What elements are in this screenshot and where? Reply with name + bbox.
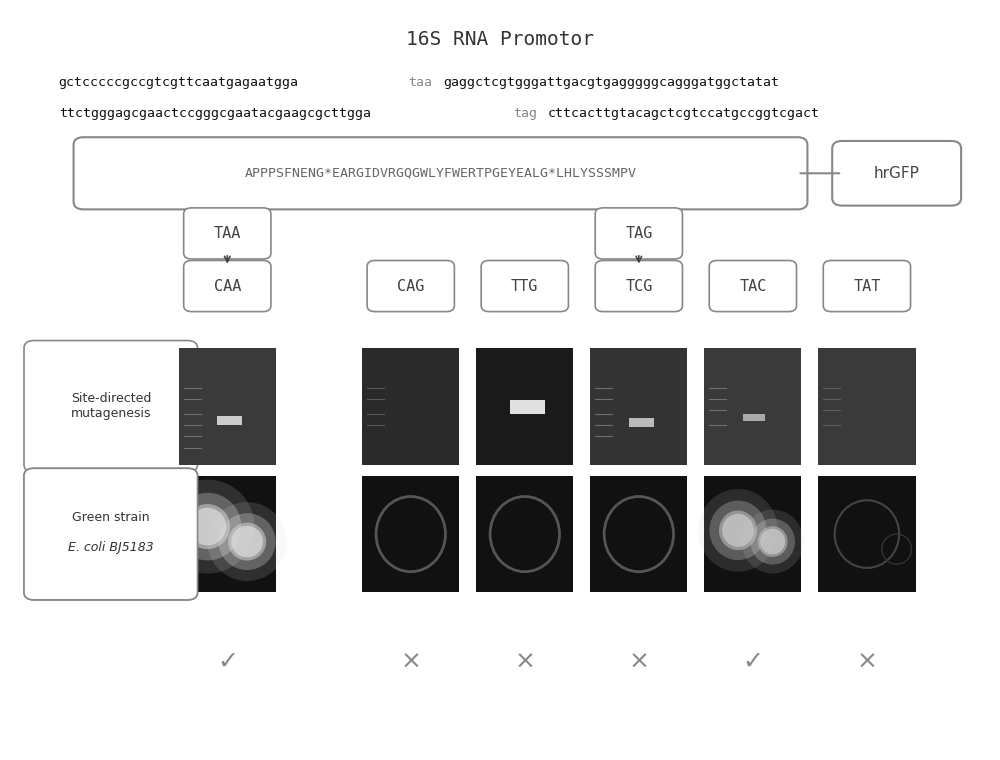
FancyBboxPatch shape — [24, 468, 198, 600]
Ellipse shape — [709, 501, 767, 560]
Bar — [590, 476, 687, 592]
Text: taa: taa — [408, 75, 432, 89]
Text: TAA: TAA — [214, 226, 241, 241]
Text: TAT: TAT — [853, 279, 881, 293]
Text: ttctgggagcgaactccgggcgaatacgaagcgcttgga: ttctgggagcgaactccgggcgaatacgaagcgcttgga — [59, 107, 371, 120]
Text: E. coli BJ5183: E. coli BJ5183 — [68, 518, 154, 530]
FancyBboxPatch shape — [709, 261, 797, 312]
Ellipse shape — [750, 518, 795, 565]
Bar — [704, 476, 801, 592]
Ellipse shape — [722, 514, 754, 547]
Text: gaggctcgtgggattgacgtgagggggcagggatggctatat: gaggctcgtgggattgacgtgagggggcagggatggctat… — [443, 75, 779, 89]
Text: CAA: CAA — [214, 279, 241, 293]
Text: ×: × — [856, 650, 877, 674]
FancyBboxPatch shape — [481, 261, 568, 312]
Ellipse shape — [219, 513, 276, 570]
Text: cttcacttgtacagctcgtccatgccggtcgact: cttcacttgtacagctcgtccatgccggtcgact — [548, 107, 820, 120]
Ellipse shape — [760, 529, 785, 554]
Text: hrGFP: hrGFP — [874, 166, 920, 181]
Text: ×: × — [400, 650, 421, 674]
Ellipse shape — [160, 480, 255, 574]
Text: Site-directed
mutagenesis: Site-directed mutagenesis — [71, 392, 152, 420]
Text: Green strain
E. coli BJ5183: Green strain E. coli BJ5183 — [69, 520, 154, 548]
FancyBboxPatch shape — [595, 261, 682, 312]
Ellipse shape — [742, 510, 804, 574]
Text: TCG: TCG — [625, 279, 653, 293]
Text: ×: × — [514, 650, 535, 674]
FancyBboxPatch shape — [184, 208, 271, 259]
FancyBboxPatch shape — [24, 468, 198, 600]
Text: ✓: ✓ — [217, 650, 238, 674]
Text: E. coli BJ5183: E. coli BJ5183 — [68, 541, 154, 554]
Ellipse shape — [758, 526, 788, 557]
Text: 16S RNA Promotor: 16S RNA Promotor — [406, 30, 594, 49]
Ellipse shape — [207, 502, 287, 581]
Text: ×: × — [628, 650, 649, 674]
Ellipse shape — [174, 492, 241, 560]
Bar — [510, 401, 545, 414]
Text: tag: tag — [513, 107, 537, 120]
Ellipse shape — [228, 523, 266, 561]
Bar — [179, 348, 276, 464]
FancyBboxPatch shape — [74, 138, 807, 209]
Text: CAG: CAG — [397, 279, 424, 293]
Bar — [590, 348, 687, 464]
Bar — [704, 348, 801, 464]
FancyBboxPatch shape — [823, 261, 911, 312]
FancyBboxPatch shape — [184, 261, 271, 312]
Text: TAG: TAG — [625, 226, 653, 241]
Text: ✓: ✓ — [742, 650, 763, 674]
Text: Green strain: Green strain — [72, 537, 150, 550]
Bar — [476, 348, 573, 464]
Text: APPPSFNENG*EARGIDVRGQGWLYFWERTPGEYEALG*LHLYSSSMPV: APPPSFNENG*EARGIDVRGQGWLYFWERTPGEYEALG*L… — [245, 166, 637, 180]
Text: Green strain: Green strain — [72, 511, 150, 524]
FancyBboxPatch shape — [832, 141, 961, 206]
FancyBboxPatch shape — [367, 261, 454, 312]
Bar — [179, 476, 276, 592]
Text: gctcccccgccgtcgttcaatgagaatgga: gctcccccgccgtcgttcaatgagaatgga — [59, 75, 299, 89]
Bar — [476, 476, 573, 592]
Bar — [362, 476, 459, 592]
Text: TAC: TAC — [739, 279, 767, 293]
Bar — [818, 476, 916, 592]
FancyBboxPatch shape — [595, 208, 682, 259]
Bar — [818, 348, 916, 464]
FancyBboxPatch shape — [24, 340, 198, 472]
Ellipse shape — [231, 526, 263, 557]
Ellipse shape — [719, 511, 757, 550]
Ellipse shape — [698, 489, 778, 572]
Bar — [217, 416, 242, 425]
Bar — [362, 348, 459, 464]
Bar — [629, 417, 654, 426]
Text: TTG: TTG — [511, 279, 538, 293]
Ellipse shape — [185, 504, 230, 549]
Bar — [743, 414, 765, 421]
Ellipse shape — [189, 508, 226, 546]
